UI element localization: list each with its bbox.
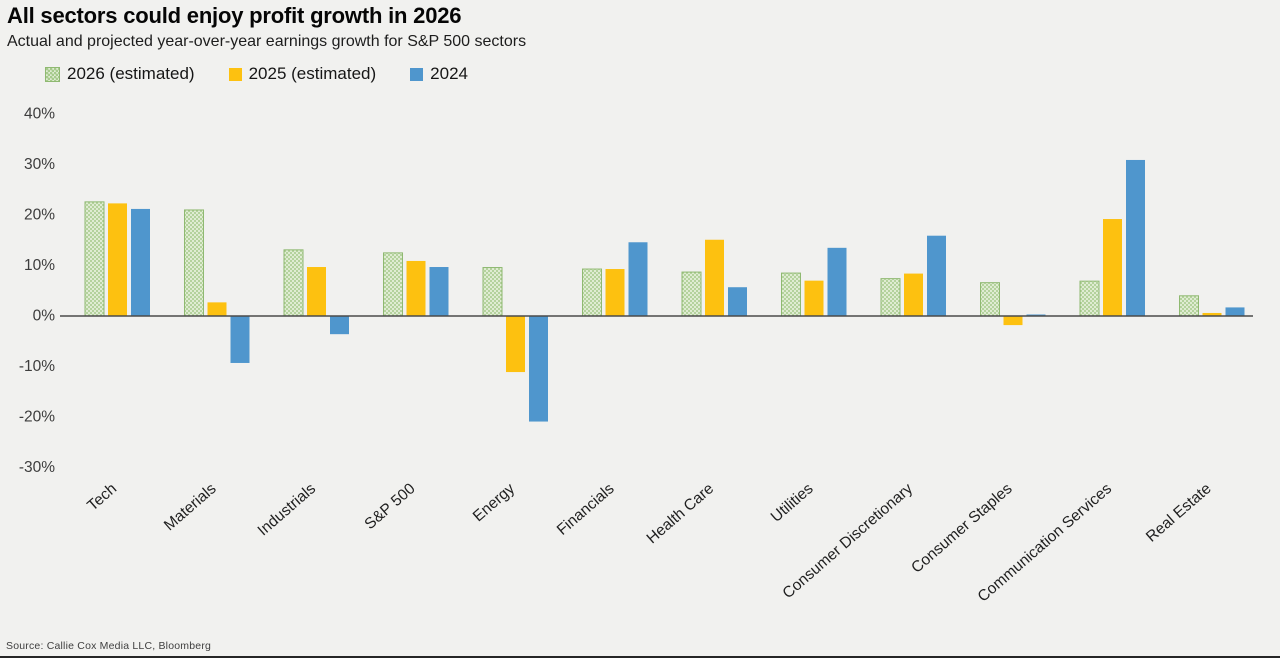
bar-industrials-2026-estimated [283, 249, 304, 317]
bar-chart: 40% 30% 20% 10% 0% -10% -20% -30% Tech Materials I… [0, 98, 1280, 643]
bar-s-p-500-2024 [429, 267, 449, 316]
y-tick-label-30: 30% [24, 156, 55, 173]
source-note: Source: Callie Cox Media LLC, Bloomberg [6, 640, 212, 652]
legend-item-2024: 2024 [410, 64, 468, 84]
bar-utilities-2025-estimated [804, 280, 824, 316]
x-axis-label-tech: Tech [84, 480, 120, 514]
x-axis-label-consumer-staples: Consumer Staples [908, 480, 1016, 577]
bar-utilities-2024 [827, 247, 847, 316]
bar-energy-2024 [529, 316, 548, 422]
y-tick-label--30: -30% [19, 459, 55, 476]
bar-health-care-2026-estimated [681, 271, 702, 317]
x-axis-label-utilities: Utilities [768, 480, 817, 526]
bar-energy-2025-estimated [506, 316, 525, 373]
bar-communication-services-2026-estimated [1079, 280, 1100, 317]
bar-communication-services-2025-estimated [1103, 219, 1122, 316]
bar-energy-2026-estimated [482, 267, 503, 317]
bar-financials-2026-estimated [582, 268, 602, 317]
y-tick-label-0: 0% [33, 308, 56, 325]
bar-tech-2024 [131, 208, 150, 316]
x-axis-label-real-estate: Real Estate [1143, 480, 1215, 545]
bar-consumer-discretionary-2026-estimated [880, 278, 901, 317]
bar-communication-services-2024 [1126, 159, 1145, 316]
bar-s-p-500-2026-estimated [383, 252, 403, 317]
legend-swatch-2026-icon [45, 66, 60, 82]
bar-consumer-discretionary-2025-estimated [904, 273, 923, 316]
x-axis-label-materials: Materials [161, 480, 220, 534]
chart-svg: 40% 30% 20% 10% 0% -10% -20% -30% Tech Materials I… [19, 106, 1253, 605]
legend-item-2025: 2025 (estimated) [228, 64, 377, 84]
bar-industrials-2025-estimated [307, 267, 326, 316]
bar-s-p-500-2025-estimated [406, 260, 426, 316]
bar-industrials-2024 [330, 316, 349, 335]
bar-real-estate-2024 [1225, 307, 1245, 316]
bar-financials-2024 [628, 242, 648, 316]
bar-consumer-staples-2026-estimated [980, 282, 1000, 317]
x-axis-label-health-care: Health Care [644, 480, 718, 547]
bar-materials-2026-estimated [184, 209, 204, 317]
bar-real-estate-2026-estimated [1179, 295, 1199, 317]
y-tick-label-40: 40% [24, 106, 55, 123]
x-axis-label-industrials: Industrials [255, 480, 320, 539]
bar-tech-2026-estimated [84, 201, 105, 317]
legend-label-2024: 2024 [430, 64, 468, 83]
bar-tech-2025-estimated [108, 203, 127, 316]
y-tick-label-20: 20% [24, 207, 55, 224]
bar-materials-2024 [230, 316, 250, 363]
x-axis-label-financials: Financials [554, 480, 618, 539]
legend-swatch-2025-icon [228, 67, 242, 81]
x-axis-label-energy: Energy [470, 480, 518, 525]
bar-real-estate-2025-estimated [1202, 312, 1222, 316]
bar-materials-2025-estimated [207, 302, 227, 316]
y-tick-label--10: -10% [19, 358, 55, 375]
bar-consumer-discretionary-2024 [927, 235, 946, 316]
legend-label-2026: 2026 (estimated) [67, 64, 195, 83]
bar-health-care-2025-estimated [705, 239, 724, 316]
bar-health-care-2024 [728, 287, 747, 316]
chart-subtitle: Actual and projected year-over-year earn… [7, 33, 527, 50]
chart-title: All sectors could enjoy profit growth in… [7, 3, 462, 28]
bar-financials-2025-estimated [605, 269, 625, 316]
legend-label-2025: 2025 (estimated) [248, 64, 377, 83]
legend-swatch-2024-icon [410, 67, 424, 81]
bar-utilities-2026-estimated [781, 272, 801, 317]
x-axis-label-s-p-500: S&P 500 [362, 480, 419, 533]
bottom-border [0, 656, 1280, 658]
y-tick-label--20: -20% [19, 409, 55, 426]
y-tick-label-10: 10% [24, 257, 55, 274]
legend: 2026 (estimated) 2025 (estimated) 2024 [45, 64, 468, 84]
legend-item-2026: 2026 (estimated) [45, 64, 195, 84]
bar-consumer-staples-2025-estimated [1003, 316, 1023, 326]
